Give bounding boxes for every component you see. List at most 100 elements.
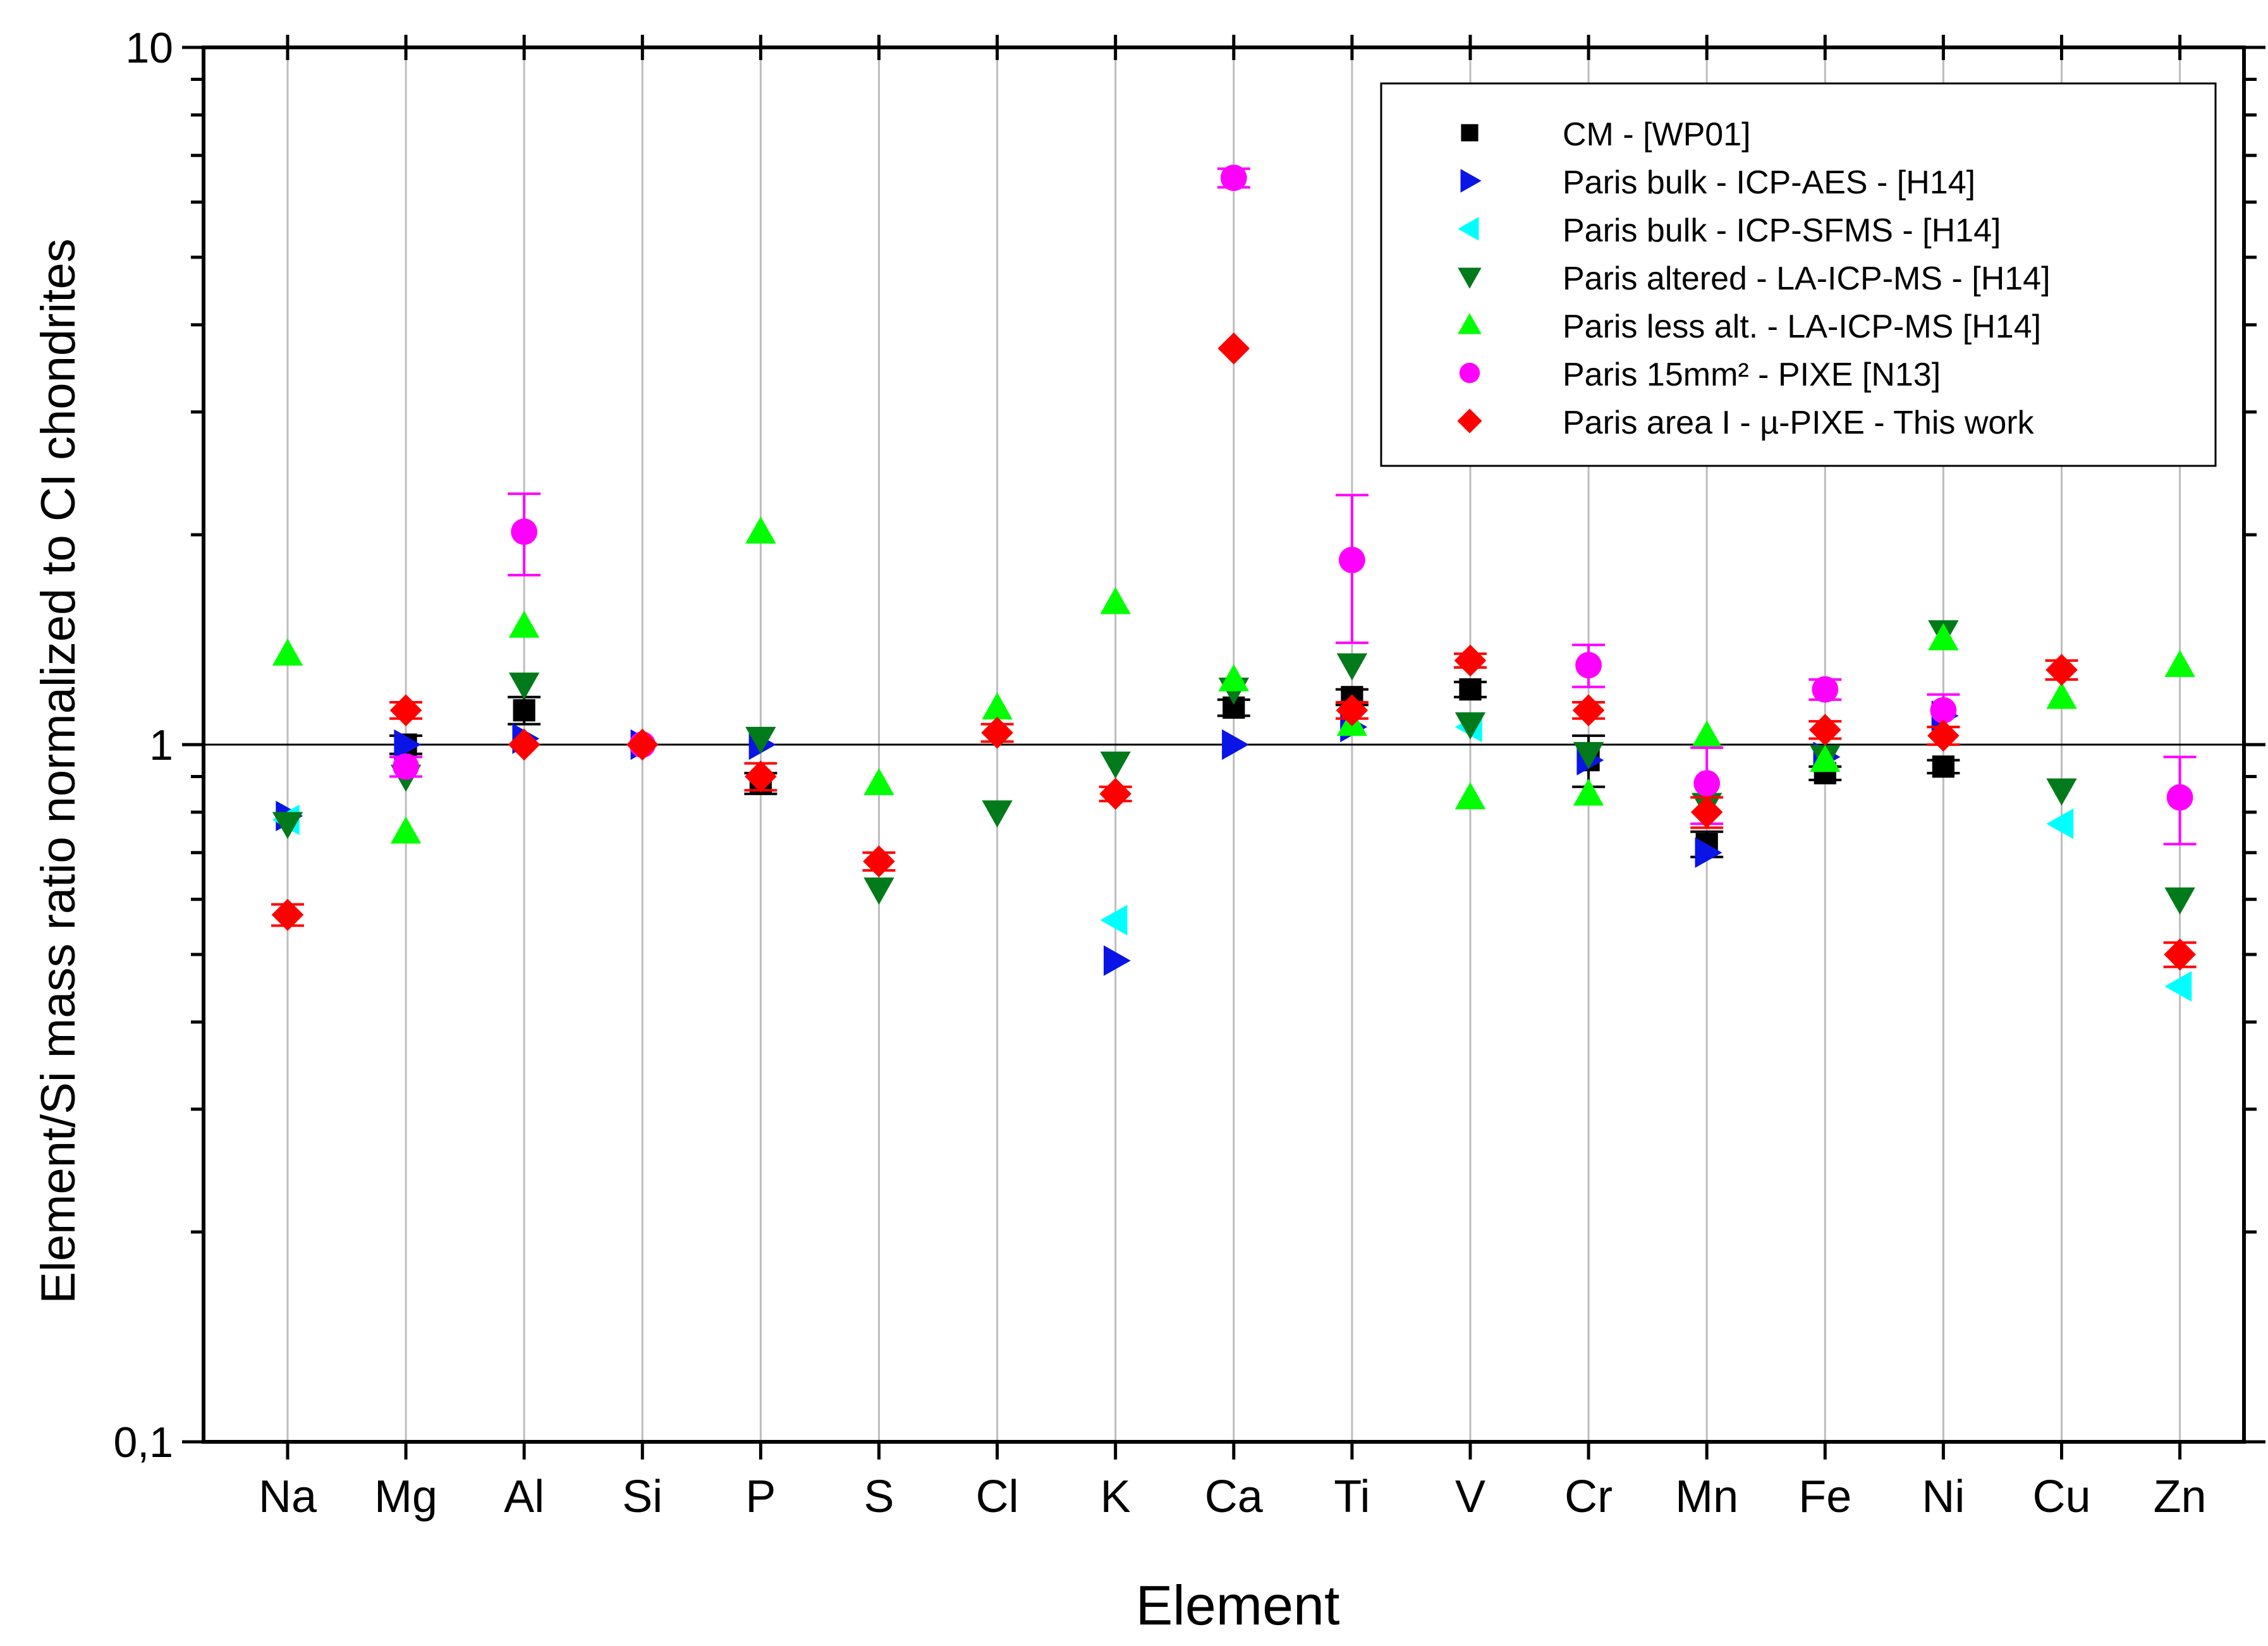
x-axis-label: Element — [1136, 1574, 1340, 1637]
data-point — [1812, 676, 1839, 703]
data-point — [1809, 714, 1841, 746]
data-point — [1572, 694, 1605, 727]
data-point — [1336, 653, 1368, 681]
data-point — [2045, 654, 2078, 686]
x-tick-label: P — [745, 1472, 776, 1522]
x-tick-label: Fe — [1798, 1472, 1851, 1522]
data-point — [982, 692, 1013, 720]
legend-label: CM - [WP01] — [1563, 116, 1751, 153]
legend-label: Paris bulk - ICP-AES - [H14] — [1563, 164, 1975, 201]
data-point — [1218, 664, 1249, 692]
legend-marker — [1461, 124, 1478, 142]
data-point — [271, 898, 304, 931]
data-point — [2046, 808, 2074, 839]
data-point — [1217, 332, 1250, 365]
data-point — [390, 816, 422, 844]
legend-label: Paris altered - LA-ICP-MS - [H14] — [1563, 260, 2051, 297]
data-point — [745, 760, 777, 793]
data-point — [2164, 887, 2195, 915]
data-point — [1100, 905, 1128, 936]
legend-label: Paris less alt. - LA-ICP-MS [H14] — [1563, 308, 2041, 345]
data-point — [1927, 719, 1960, 752]
data-point — [1104, 945, 1131, 976]
legend-marker — [1458, 267, 1482, 289]
data-point — [509, 673, 540, 700]
data-point — [393, 753, 419, 780]
data-point — [513, 699, 535, 722]
data-point — [981, 716, 1013, 749]
x-tick-label: Mn — [1675, 1472, 1738, 1522]
data-point — [2166, 784, 2193, 811]
data-point — [2164, 971, 2192, 1002]
data-point — [272, 812, 303, 839]
legend-box — [1380, 82, 2217, 467]
data-point — [509, 611, 540, 638]
data-point — [1930, 697, 1957, 724]
series-6 — [271, 332, 2197, 971]
data-point — [1222, 729, 1249, 760]
data-point — [745, 726, 776, 754]
data-point — [1336, 694, 1369, 727]
data-point — [863, 845, 895, 878]
data-point — [626, 728, 659, 761]
data-point — [2046, 778, 2077, 806]
x-tick-label: Zn — [2154, 1472, 2207, 1522]
legend-marker — [1458, 313, 1482, 334]
data-point — [1220, 164, 1247, 192]
data-point — [389, 694, 422, 727]
data-point — [1692, 720, 1722, 748]
x-tick-label: Cr — [1564, 1472, 1613, 1522]
data-point — [1100, 587, 1131, 614]
data-point — [1695, 837, 1722, 869]
data-point — [982, 800, 1013, 828]
data-point — [1693, 770, 1721, 797]
data-point — [745, 516, 776, 544]
data-point — [863, 877, 894, 905]
x-tick-label: Ca — [1205, 1472, 1264, 1522]
legend-label: Paris 15mm² - PIXE [N13] — [1563, 357, 1941, 393]
legend-label: Paris area I - µ-PIXE - This work — [1563, 405, 2035, 441]
data-point — [1573, 778, 1604, 806]
data-series — [271, 164, 2197, 1002]
x-tick-labels: Na Mg Al Si P S Cl K Ca Ti V Cr Mn Fe Ni Cu Zn — [259, 1472, 2207, 1522]
x-tick-label: S — [863, 1472, 894, 1522]
data-point — [272, 638, 303, 666]
x-tick-label: Ni — [1922, 1472, 1965, 1522]
legend-marker — [1458, 217, 1479, 241]
data-point — [508, 728, 540, 761]
x-tick-label: Al — [504, 1472, 544, 1522]
x-tick-label: Ti — [1334, 1472, 1370, 1522]
data-point — [2164, 938, 2196, 971]
legend-marker — [1460, 169, 1482, 193]
data-point — [394, 729, 422, 760]
y-tick-labels: 0,1 1 10 — [113, 24, 173, 1466]
x-tick-label: Cl — [976, 1472, 1019, 1522]
plot-frame — [202, 46, 2246, 1444]
data-point — [1575, 652, 1602, 679]
data-point — [511, 518, 538, 546]
x-tick-label: V — [1455, 1472, 1485, 1522]
y-tick-label: 1 — [149, 721, 173, 769]
data-point — [1099, 777, 1131, 810]
data-point — [863, 768, 894, 795]
data-point — [1100, 751, 1131, 779]
data-point — [1932, 755, 1954, 778]
x-tick-label: Si — [622, 1472, 662, 1522]
legend-marker — [1457, 408, 1482, 434]
series-4 — [272, 516, 2195, 844]
x-tick-label: Cu — [2032, 1472, 2090, 1522]
data-point — [1459, 678, 1482, 701]
data-point — [1454, 712, 1486, 740]
x-tick-label: K — [1100, 1472, 1131, 1522]
data-point — [1928, 623, 1959, 650]
legend-label: Paris bulk - ICP-SFMS - [H14] — [1563, 212, 2001, 249]
data-point — [1810, 745, 1841, 772]
data-point — [2046, 681, 2077, 709]
data-point — [1454, 644, 1487, 677]
legend-marker — [1459, 362, 1480, 384]
x-tick-label: Mg — [374, 1472, 437, 1522]
data-point — [2164, 650, 2195, 678]
y-axis-label: Element/Si mass ratio normalized to CI c… — [32, 238, 85, 1303]
y-tick-label: 0,1 — [113, 1418, 173, 1466]
